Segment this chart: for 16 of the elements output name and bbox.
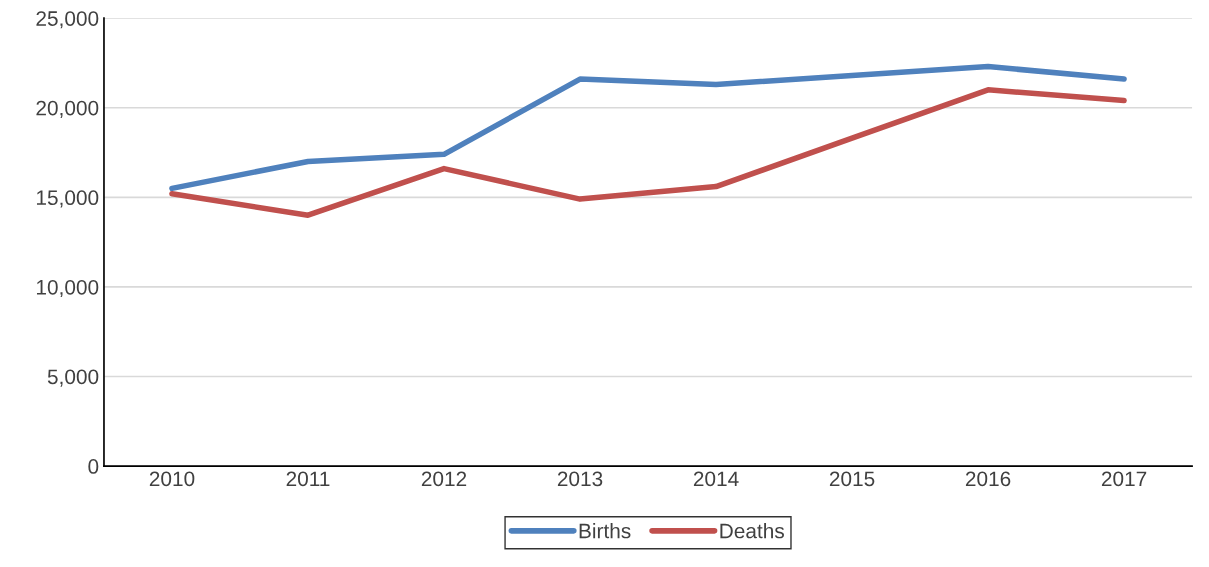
x-tick-label: 2010 bbox=[149, 471, 195, 487]
y-tick-label: 0 bbox=[88, 459, 99, 474]
x-tick-label: 2013 bbox=[557, 471, 603, 487]
x-tick-label: 2016 bbox=[965, 471, 1011, 487]
y-tick-label: 5,000 bbox=[47, 369, 99, 387]
x-tick-label: 2017 bbox=[1101, 471, 1147, 487]
x-tick-label: 2012 bbox=[421, 471, 467, 487]
y-tick-label: 25,000 bbox=[36, 11, 99, 29]
x-tick-label: 2015 bbox=[829, 471, 875, 487]
x-tick-label: 2011 bbox=[286, 471, 330, 487]
y-tick-label: 10,000 bbox=[36, 279, 99, 298]
y-tick-label: 20,000 bbox=[36, 100, 99, 118]
legend-label: Births bbox=[579, 523, 631, 539]
x-tick-label: 2014 bbox=[693, 471, 739, 487]
legend-label: Deaths bbox=[720, 523, 784, 539]
y-tick-label: 15,000 bbox=[36, 190, 99, 208]
